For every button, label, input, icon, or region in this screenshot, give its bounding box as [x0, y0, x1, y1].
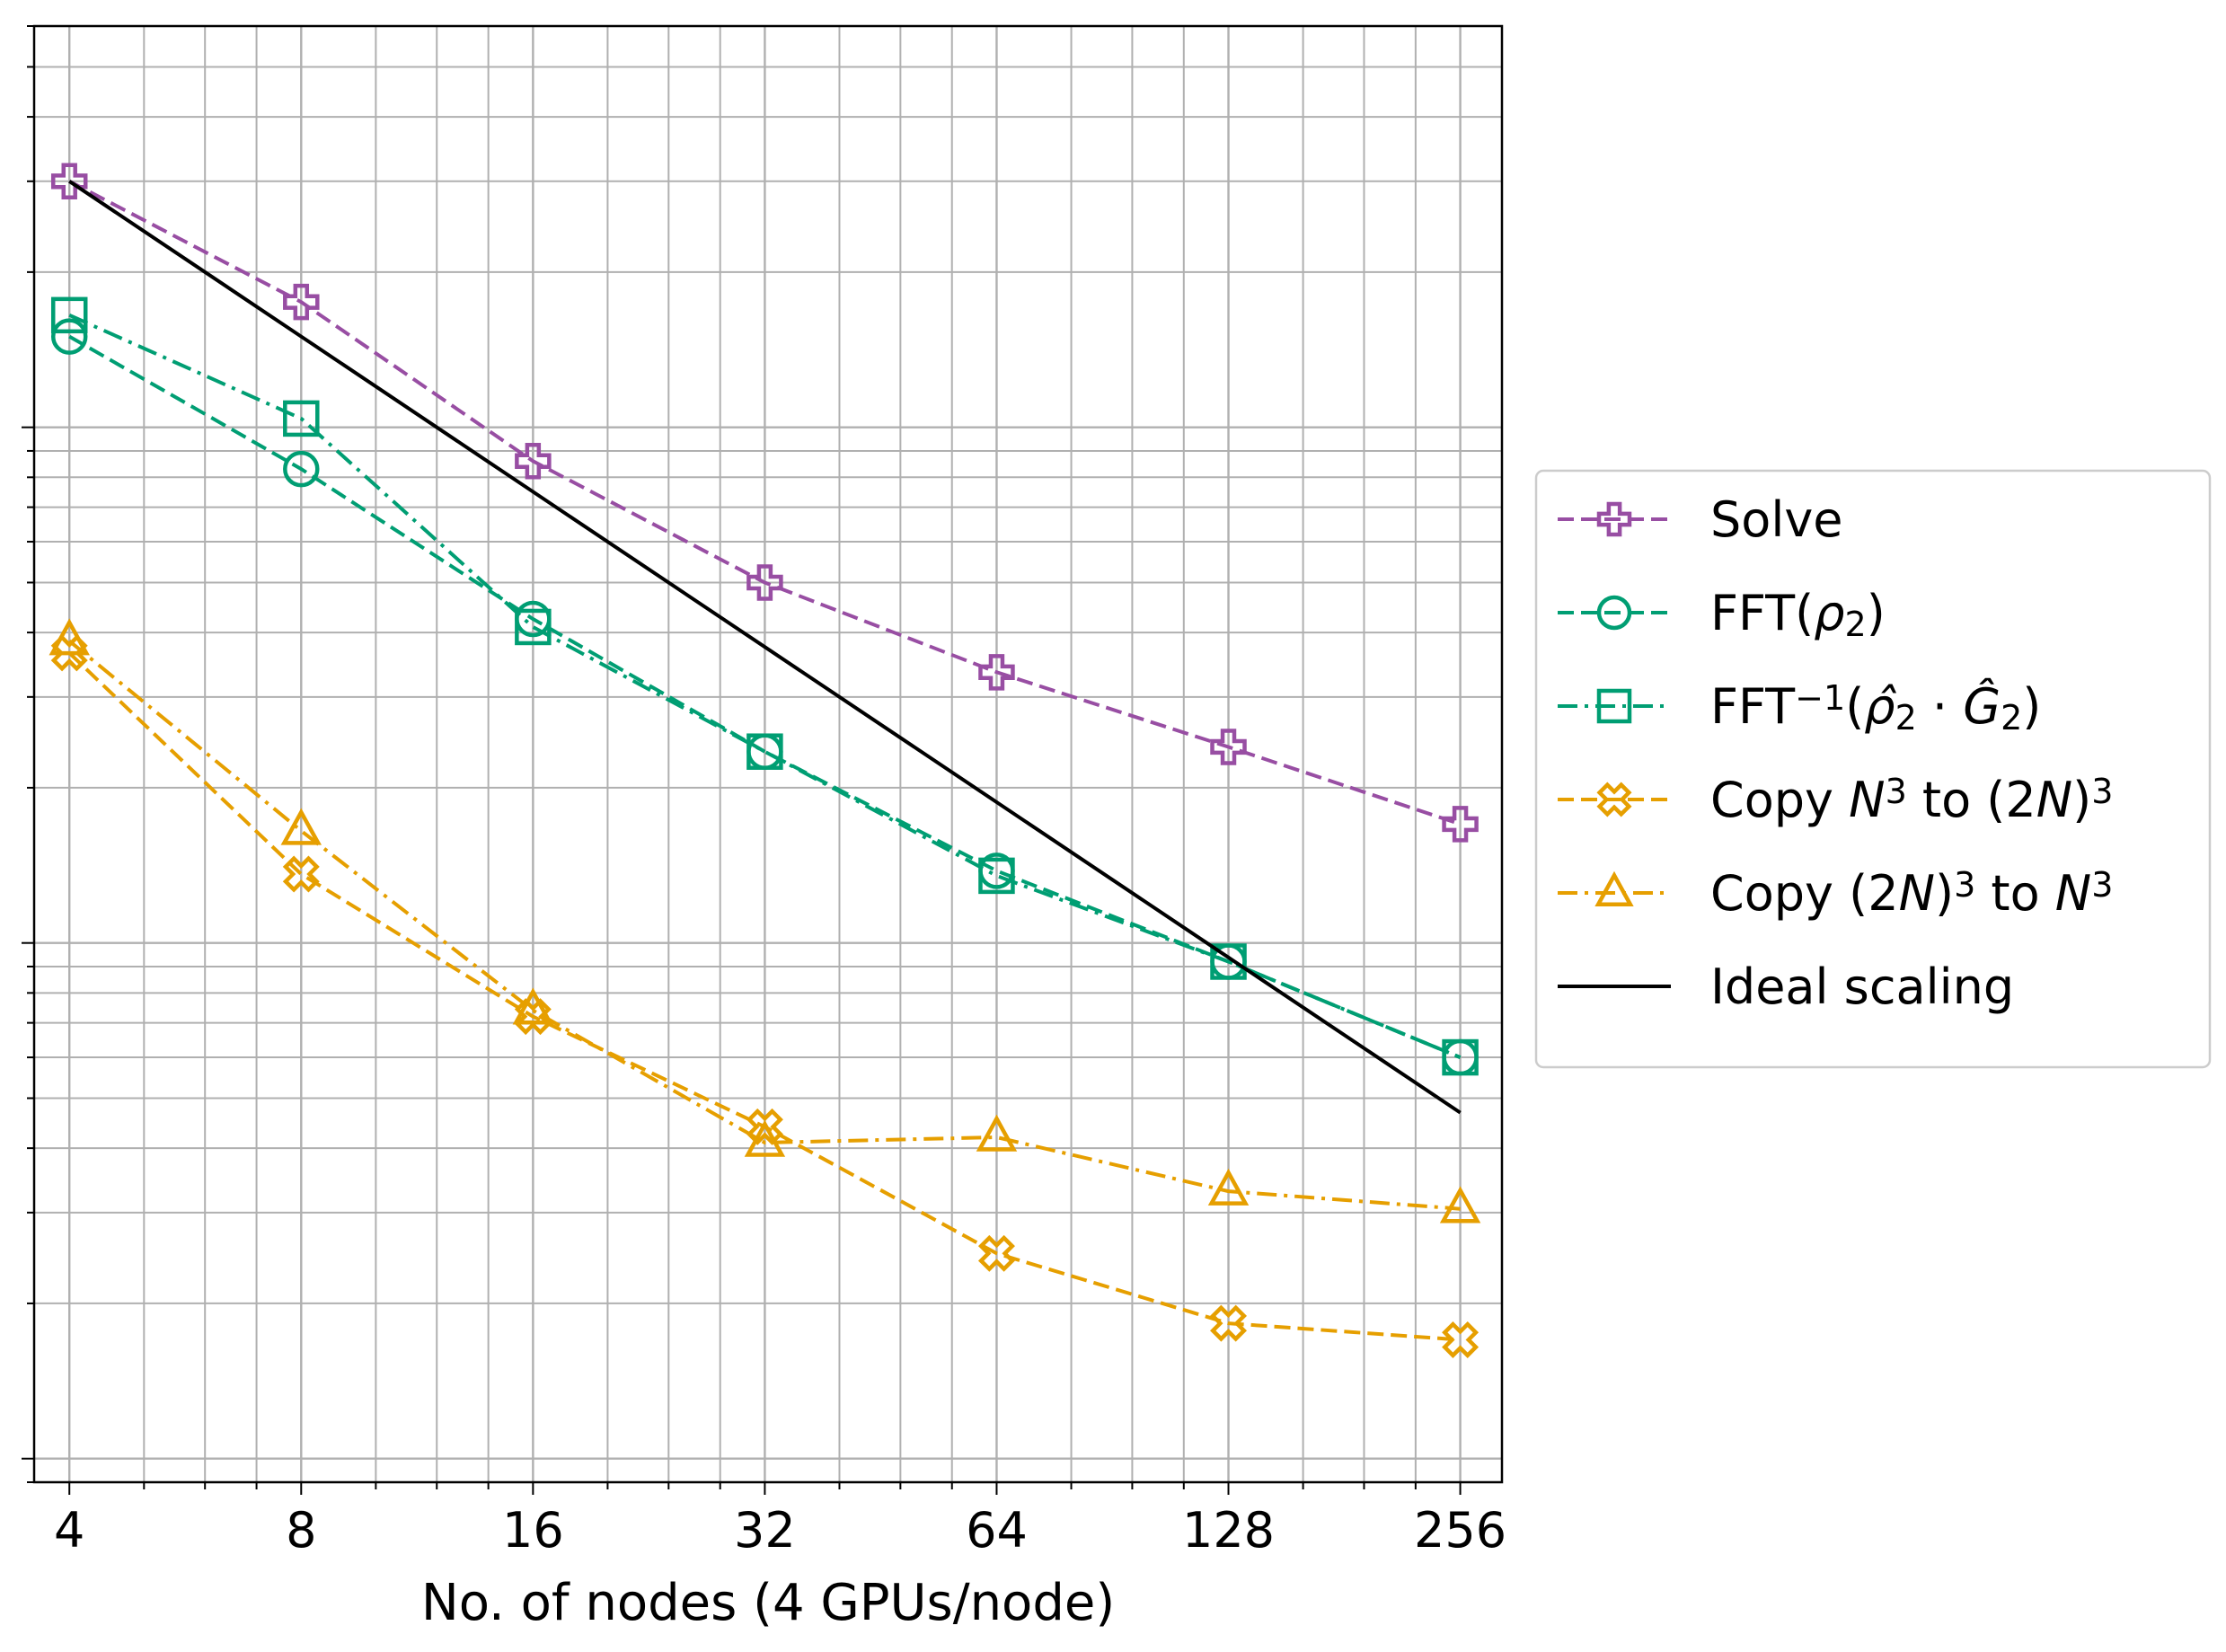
x-tick-label: 256 [1414, 1502, 1506, 1559]
series-copy2 [49, 618, 1481, 1224]
x-marker [1596, 782, 1632, 817]
x-tick-label: 8 [286, 1502, 316, 1559]
plus-marker [978, 654, 1015, 691]
x-tick-label: 4 [54, 1502, 84, 1559]
x-marker [1442, 1321, 1480, 1358]
plus-marker [50, 163, 88, 200]
legend-item-ideal: Ideal scaling [1558, 959, 2014, 1015]
legend-item-ifft: FFT−1(ρ̂2 · Ĝ2) [1558, 678, 2041, 738]
triangle-marker [1439, 1186, 1481, 1224]
legend-item-copy2: Copy (2N)3 to N3 [1558, 865, 2113, 922]
grid-major [34, 26, 1502, 1482]
series-line-solve [68, 180, 1462, 826]
x-marker [1210, 1304, 1248, 1342]
circle-marker [50, 318, 88, 355]
legend-item-fft: FFT(ρ2) [1558, 585, 1886, 644]
legend-label-ifft: FFT−1(ρ̂2 · Ĝ2) [1710, 678, 2041, 738]
plus-marker [1442, 806, 1479, 843]
legend-item-copy1: Copy N3 to (2N)3 [1558, 772, 2113, 828]
triangle-marker [1594, 870, 1634, 906]
square-marker [283, 400, 320, 437]
circle-marker [283, 450, 320, 488]
triangle-marker [744, 1119, 786, 1157]
legend-label-fft: FFT(ρ2) [1710, 585, 1886, 644]
square-marker [746, 733, 783, 770]
series-layer [49, 163, 1481, 1358]
plot-frame [32, 24, 1504, 1484]
square-marker [1442, 1038, 1479, 1076]
series-line-copy2 [67, 640, 1461, 1211]
square-marker [978, 857, 1015, 895]
plus-marker [746, 564, 783, 601]
series-line-ideal [68, 180, 1462, 1115]
square-marker [1210, 943, 1247, 980]
square-marker [1596, 688, 1632, 724]
legend: Solve FFT(ρ2) FFT−1(ρ̂2 · Ĝ2) Copy N3 to (2… [1534, 469, 2212, 1069]
x-marker [282, 855, 320, 893]
x-tick-label: 64 [966, 1502, 1028, 1559]
legend-label-ideal: Ideal scaling [1710, 959, 2014, 1015]
plus-marker [515, 443, 552, 480]
legend-label-copy1: Copy N3 to (2N)3 [1710, 772, 2113, 828]
x-tick-label: 128 [1182, 1502, 1275, 1559]
circle-marker [1596, 595, 1632, 631]
triangle-marker [512, 987, 554, 1025]
triangle-marker [1207, 1168, 1250, 1206]
legend-label-solve: Solve [1710, 491, 1843, 548]
series-line-ifft [68, 313, 1462, 1059]
x-axis-ticks [68, 1482, 1462, 1495]
triangle-marker [49, 618, 90, 656]
series-solve [50, 163, 1479, 843]
legend-label-copy2: Copy (2N)3 to N3 [1710, 865, 2113, 922]
triangle-marker [976, 1114, 1018, 1152]
x-tick-labels: 4 8 16 32 64 128 256 [54, 1502, 1506, 1559]
square-marker [515, 608, 552, 646]
x-axis-label: No. of nodes (4 GPUs/node) [421, 1574, 1115, 1632]
y-axis-ticks [22, 25, 34, 1483]
x-tick-label: 16 [502, 1502, 564, 1559]
legend-item-solve: Solve [1558, 491, 1843, 548]
legend-frame [1534, 469, 2212, 1069]
plus-marker [283, 283, 320, 321]
series-ideal [68, 180, 1462, 1115]
plus-marker [1596, 501, 1632, 537]
x-tick-label: 32 [734, 1502, 796, 1559]
square-marker [50, 296, 88, 334]
x-marker [977, 1234, 1015, 1272]
x-marker [746, 1108, 783, 1145]
plus-marker [1210, 729, 1247, 765]
series-ifft [50, 296, 1479, 1076]
triangle-marker [280, 808, 322, 845]
